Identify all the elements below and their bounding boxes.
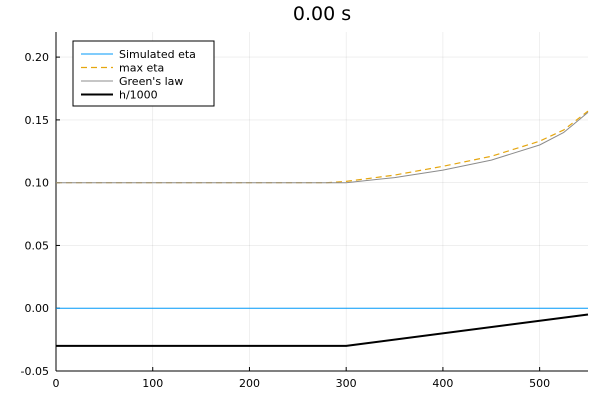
legend-label: Green's law — [119, 75, 183, 88]
x-tick-label: 500 — [529, 377, 550, 390]
axes — [55, 32, 588, 372]
x-tick-label: 400 — [432, 377, 453, 390]
series-lines — [56, 110, 589, 347]
series-line-h-1000 — [56, 313, 589, 347]
series-line-green-s-law — [56, 112, 589, 184]
legend-label: max eta — [119, 62, 164, 75]
legend-label: Simulated eta — [119, 48, 196, 61]
legend-label: h/1000 — [119, 89, 158, 102]
y-tick-label: 0.15 — [25, 114, 50, 127]
y-tick-label: 0.00 — [25, 302, 50, 315]
tick-labels: 0 100 200 300 400 500 -0.05 0.00 0.05 0.10 0.15 0.2… — [21, 51, 551, 390]
x-tick-label: 0 — [53, 377, 60, 390]
y-tick-label: 0.05 — [25, 239, 50, 252]
x-tick-label: 200 — [239, 377, 260, 390]
y-tick-label: 0.20 — [25, 51, 50, 64]
x-tick-label: 100 — [142, 377, 163, 390]
y-tick-label: -0.05 — [21, 365, 49, 378]
y-tick-label: 0.10 — [25, 177, 50, 190]
series-line-max-eta — [56, 110, 589, 184]
chart-title: 0.00 s — [293, 3, 351, 25]
x-tick-label: 300 — [336, 377, 357, 390]
